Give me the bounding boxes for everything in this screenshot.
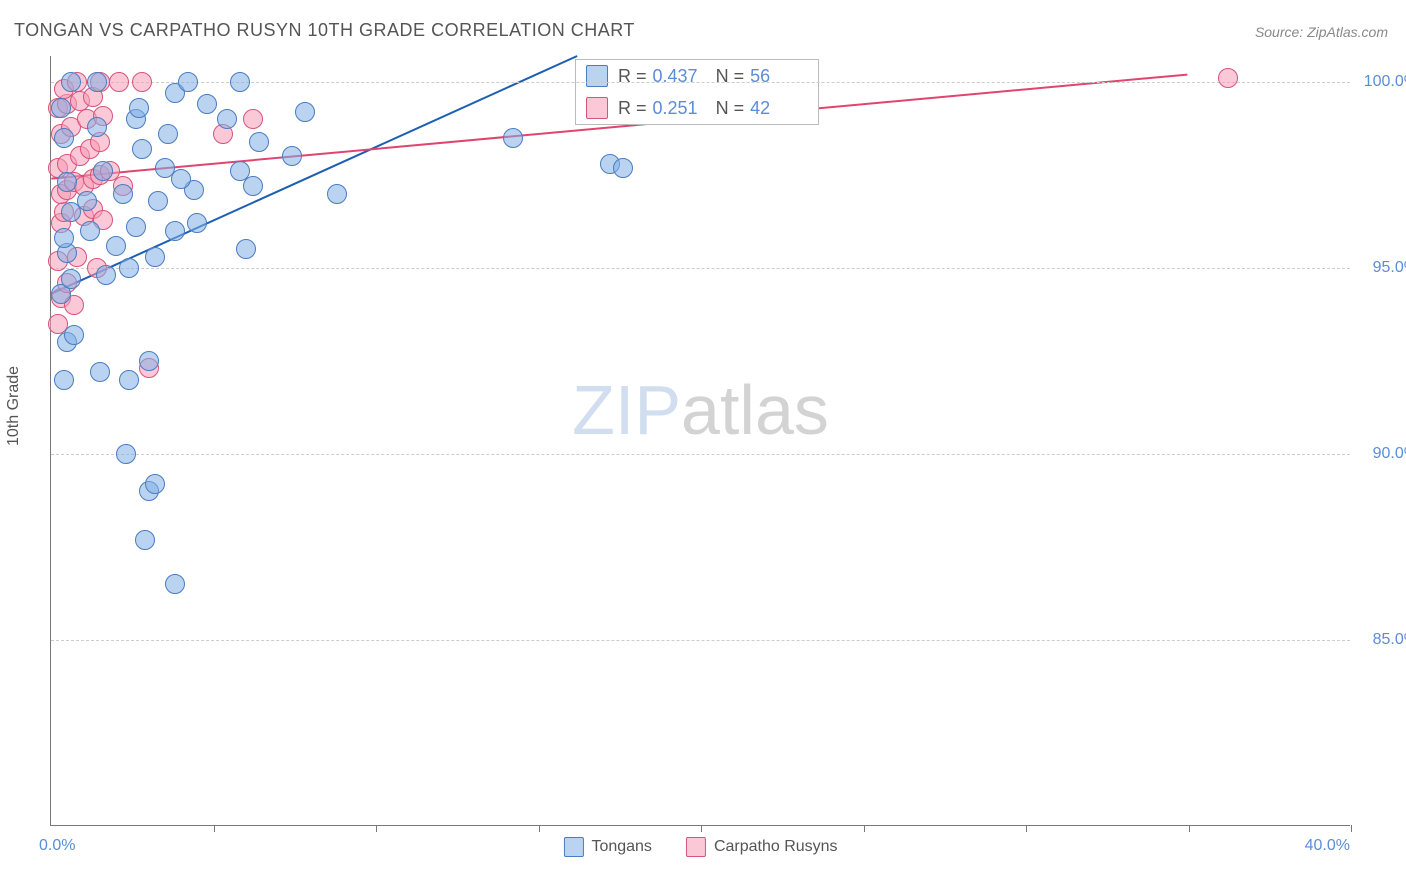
legend-label-carpatho: Carpatho Rusyns: [714, 838, 838, 856]
tongans-point: [145, 474, 165, 494]
tongans-point: [116, 444, 136, 464]
gridline: [51, 454, 1350, 455]
tongans-point: [148, 191, 168, 211]
x-tick-mark: [539, 825, 540, 832]
source-label: Source: ZipAtlas.com: [1255, 24, 1388, 40]
tongans-point: [51, 98, 71, 118]
tongans-point: [129, 98, 149, 118]
tongans-point: [613, 158, 633, 178]
tongans-point: [77, 191, 97, 211]
y-axis-title: 10th Grade: [5, 366, 23, 446]
tongans-point: [113, 184, 133, 204]
n-label: N =: [716, 66, 745, 87]
tongans-point: [57, 172, 77, 192]
chart-container: TONGAN VS CARPATHO RUSYN 10TH GRADE CORR…: [0, 0, 1406, 892]
carpatho-point: [243, 109, 263, 129]
n-value-tongans: 56: [750, 66, 770, 87]
y-tick-label: 90.0%: [1358, 445, 1406, 463]
tongans-point: [249, 132, 269, 152]
gridline: [51, 268, 1350, 269]
y-tick-label: 95.0%: [1358, 259, 1406, 277]
tongans-point: [327, 184, 347, 204]
r-value-tongans: 0.437: [653, 66, 698, 87]
legend-swatch-tongans: [586, 65, 608, 87]
tongans-point: [80, 221, 100, 241]
tongans-point: [119, 370, 139, 390]
tongans-point: [165, 221, 185, 241]
tongans-point: [503, 128, 523, 148]
carpatho-point: [132, 72, 152, 92]
tongans-point: [119, 258, 139, 278]
tongans-point: [54, 228, 74, 248]
stats-legend-row-2: R = 0.251 N = 42: [575, 92, 819, 125]
tongans-point: [90, 362, 110, 382]
tongans-point: [139, 351, 159, 371]
n-value-carpatho: 42: [750, 98, 770, 119]
tongans-point: [295, 102, 315, 122]
tongans-point: [171, 169, 191, 189]
x-tick-mark: [376, 825, 377, 832]
carpatho-point: [1218, 68, 1238, 88]
tongans-point: [243, 176, 263, 196]
tongans-point: [54, 128, 74, 148]
tongans-point: [61, 269, 81, 289]
tongans-point: [282, 146, 302, 166]
x-tick-mark: [214, 825, 215, 832]
plot-area: ZIPatlas 0.0% 40.0% R = 0.437 N = 56 R =…: [50, 56, 1350, 826]
r-value-carpatho: 0.251: [653, 98, 698, 119]
tongans-point: [96, 265, 116, 285]
tongans-point: [197, 94, 217, 114]
gridline: [51, 640, 1350, 641]
tongans-point: [93, 161, 113, 181]
legend-label-tongans: Tongans: [591, 838, 652, 856]
tongans-point: [217, 109, 237, 129]
legend-swatch-icon: [563, 837, 583, 857]
y-tick-label: 100.0%: [1358, 73, 1406, 91]
tongans-point: [230, 72, 250, 92]
x-tick-mark: [1351, 825, 1352, 832]
tongans-point: [64, 325, 84, 345]
tongans-point: [145, 247, 165, 267]
n-label: N =: [716, 98, 745, 119]
y-tick-label: 85.0%: [1358, 631, 1406, 649]
x-tick-mark: [701, 825, 702, 832]
tongans-point: [135, 530, 155, 550]
tongans-point: [155, 158, 175, 178]
tongans-point: [87, 72, 107, 92]
tongans-point: [87, 117, 107, 137]
x-tick-mark: [1026, 825, 1027, 832]
carpatho-point: [109, 72, 129, 92]
chart-title: TONGAN VS CARPATHO RUSYN 10TH GRADE CORR…: [14, 20, 635, 41]
tongans-point: [178, 72, 198, 92]
tongans-point: [165, 574, 185, 594]
tongans-point: [236, 239, 256, 259]
x-tick-mark: [1189, 825, 1190, 832]
x-tick-label-max: 40.0%: [1305, 837, 1350, 855]
tongans-point: [54, 370, 74, 390]
stats-legend-row-1: R = 0.437 N = 56: [575, 59, 819, 93]
tongans-point: [158, 124, 178, 144]
tongans-point: [132, 139, 152, 159]
series-legend: Tongans Carpatho Rusyns: [563, 837, 837, 857]
legend-swatch-icon: [686, 837, 706, 857]
r-label: R =: [618, 98, 647, 119]
x-tick-label-min: 0.0%: [39, 837, 75, 855]
r-label: R =: [618, 66, 647, 87]
tongans-point: [187, 213, 207, 233]
tongans-point: [126, 217, 146, 237]
tongans-point: [106, 236, 126, 256]
tongans-point: [61, 72, 81, 92]
x-tick-mark: [864, 825, 865, 832]
legend-swatch-carpatho: [586, 97, 608, 119]
